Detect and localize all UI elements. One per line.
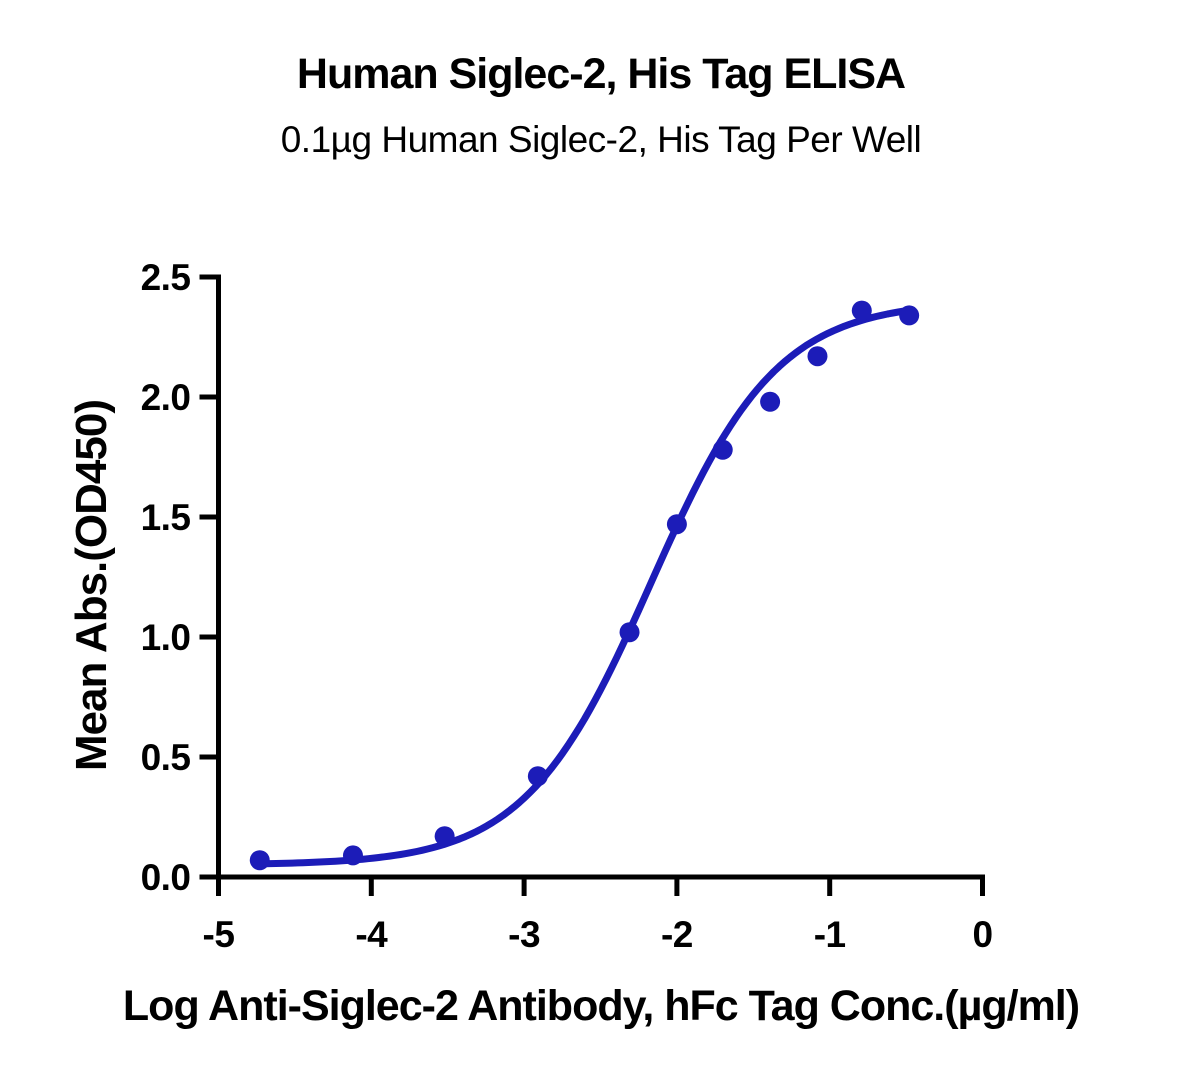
x-axis-label: Log Anti-Siglec-2 Antibody, hFc Tag Conc…	[122, 982, 1080, 1030]
data-point	[712, 439, 733, 460]
data-point	[807, 346, 828, 367]
y-tick-label: 1.0	[141, 617, 191, 658]
x-tick-label: -4	[355, 914, 388, 955]
x-tick-label: -3	[508, 914, 540, 955]
data-point	[434, 826, 455, 847]
data-point	[619, 622, 640, 643]
y-tick-label: 0.0	[141, 857, 191, 898]
x-tick-label: -5	[203, 914, 235, 955]
data-point	[527, 766, 548, 787]
y-tick-label: 2.0	[141, 377, 191, 418]
data-point	[249, 850, 270, 871]
y-axis-label-wrap: Mean Abs.(OD450)	[64, 286, 120, 886]
y-tick-label: 0.5	[141, 737, 191, 778]
y-tick-label: 1.5	[141, 497, 191, 538]
x-tick-label: 0	[972, 914, 992, 955]
x-tick-label: -1	[814, 914, 846, 955]
chart-subtitle: 0.1µg Human Siglec-2, His Tag Per Well	[280, 119, 922, 160]
data-point	[851, 300, 872, 321]
y-tick-label: 2.5	[141, 257, 191, 298]
fit-curve	[256, 306, 913, 868]
x-tick-label: -2	[661, 914, 693, 955]
chart-title: Human Siglec-2, His Tag ELISA	[296, 50, 906, 98]
y-axis-label: Mean Abs.(OD450)	[67, 400, 116, 772]
data-point	[666, 514, 687, 535]
data-point	[342, 845, 363, 866]
data-point	[760, 391, 781, 412]
data-point	[899, 305, 920, 326]
